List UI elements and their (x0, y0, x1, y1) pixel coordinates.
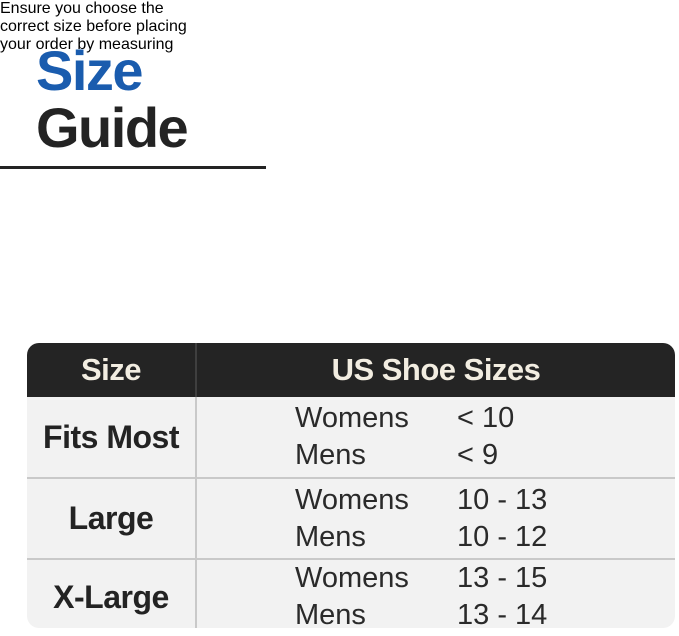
table-header-row: Size US Shoe Sizes (27, 343, 675, 397)
page-title: Size Guide (36, 38, 189, 159)
entry-group-label: Womens (295, 562, 409, 594)
row-size-label: Large (27, 479, 197, 558)
entry-group-label: Womens (295, 402, 409, 434)
entry-row: Womens 10 - 13 (295, 482, 675, 519)
table-row-large: Large Womens 10 - 13 Mens 10 - 12 (27, 477, 675, 558)
header-cell-size: Size (27, 343, 197, 397)
entry-row: Womens < 10 (295, 400, 675, 437)
warning-line: correct size before placing (0, 18, 187, 35)
page-title-size: Size (36, 38, 144, 102)
warning-line: your order by measuring (0, 36, 174, 53)
entry-group-label: Mens (295, 599, 366, 628)
entry-range-value: 10 - 13 (457, 483, 548, 516)
entry-range-value: 13 - 15 (457, 562, 548, 594)
page-title-guide: Guide (36, 95, 189, 159)
entry-range-value: 13 - 14 (457, 599, 548, 628)
entry-group-label: Mens (295, 439, 366, 471)
entry-row: Womens 13 - 15 (295, 560, 675, 597)
row-size-label: X-Large (27, 560, 197, 628)
entry-row: Mens 13 - 14 (295, 597, 675, 628)
entry-range-value: < 9 (457, 439, 499, 471)
row-shoe-sizes: Womens 10 - 13 Mens 10 - 12 (197, 479, 675, 558)
entry-range-value: < 10 (457, 402, 515, 434)
entry-row: Mens 10 - 12 (295, 519, 675, 556)
title-underline-rule (0, 166, 266, 169)
header-cell-us-shoe-sizes: US Shoe Sizes (331, 352, 541, 387)
size-chart-table: Size US Shoe Sizes Fits Most Womens < 10… (27, 343, 675, 628)
entry-group-label: Mens (295, 520, 366, 553)
row-shoe-sizes: Womens < 10 Mens < 9 (197, 397, 675, 477)
warning-line: Ensure you choose the (0, 0, 164, 17)
table-row-x-large: X-Large Womens 13 - 15 Mens 13 - 14 (27, 558, 675, 628)
row-size-label: Fits Most (27, 397, 197, 477)
row-shoe-sizes: Womens 13 - 15 Mens 13 - 14 (197, 560, 675, 628)
table-row-fits-most: Fits Most Womens < 10 Mens < 9 (27, 397, 675, 477)
entry-row: Mens < 9 (295, 437, 675, 474)
entry-range-value: 10 - 12 (457, 520, 548, 553)
entry-group-label: Womens (295, 483, 409, 516)
